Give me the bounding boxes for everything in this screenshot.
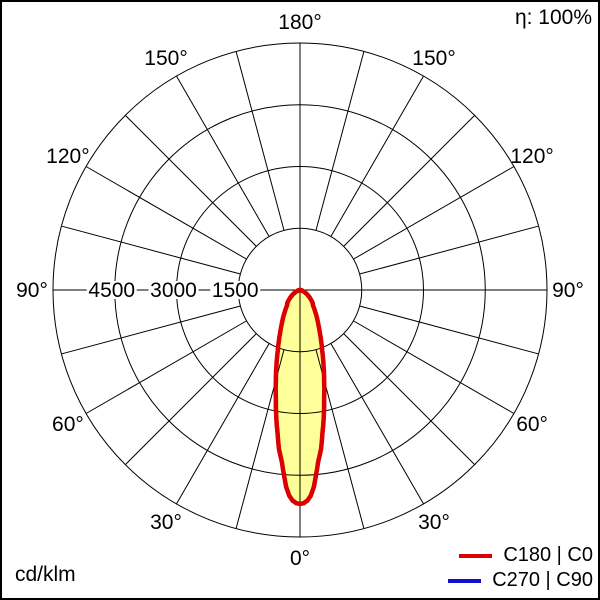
grid-spoke: [61, 305, 241, 355]
angle-label: 150°: [412, 47, 455, 70]
angle-label: 30°: [150, 511, 182, 534]
grid-spoke: [315, 51, 365, 231]
angle-label: 60°: [52, 413, 84, 436]
ring-value-label: 3000: [150, 279, 197, 302]
curve-c180-c0: [273, 287, 327, 507]
grid-spoke: [359, 305, 539, 355]
legend-item-c270-c90: C270 | C90: [448, 569, 593, 592]
grid-spoke: [235, 51, 285, 231]
angle-label: 150°: [144, 47, 187, 70]
legend-blue-line-swatch: [448, 578, 482, 583]
grid-spoke: [330, 343, 424, 505]
grid-spoke: [85, 166, 247, 260]
angle-label: 90°: [16, 279, 48, 302]
grid-spoke: [176, 75, 270, 237]
legend-red-line-swatch: [459, 553, 493, 558]
angle-label: 120°: [510, 145, 553, 168]
grid-spoke: [176, 343, 270, 505]
angle-label: 120°: [46, 145, 89, 168]
grid-spoke: [124, 114, 257, 247]
ring-label-mask: [210, 281, 261, 299]
legend: C180 | C0 C270 | C90: [448, 544, 593, 592]
ring-label-mask: [148, 281, 199, 299]
grid-spoke: [353, 320, 515, 414]
efficiency-label: η: 100%: [514, 6, 592, 29]
grid-spoke: [330, 75, 424, 237]
angle-label: 180°: [278, 11, 321, 34]
grid-spoke: [124, 333, 257, 466]
ring-value-label: 1500: [212, 279, 259, 302]
angle-label: 30°: [418, 511, 450, 534]
legend-item-c180-c0: C180 | C0: [459, 544, 593, 567]
grid-spoke: [85, 320, 247, 414]
unit-label: cd/klm: [15, 563, 76, 586]
grid-spoke: [353, 166, 515, 260]
ring-value-label: 4500: [88, 279, 135, 302]
angle-label: 60°: [516, 413, 548, 436]
grid-spoke: [359, 225, 539, 275]
legend-label-c270-c90: C270 | C90: [492, 569, 593, 591]
grid-spoke: [343, 114, 476, 247]
ring-label-mask: [86, 281, 137, 299]
legend-label-c180-c0: C180 | C0: [503, 544, 593, 566]
grid-spoke: [343, 333, 476, 466]
angle-label: 90°: [552, 279, 584, 302]
angle-label: 0°: [290, 547, 310, 570]
grid-spoke: [61, 225, 241, 275]
